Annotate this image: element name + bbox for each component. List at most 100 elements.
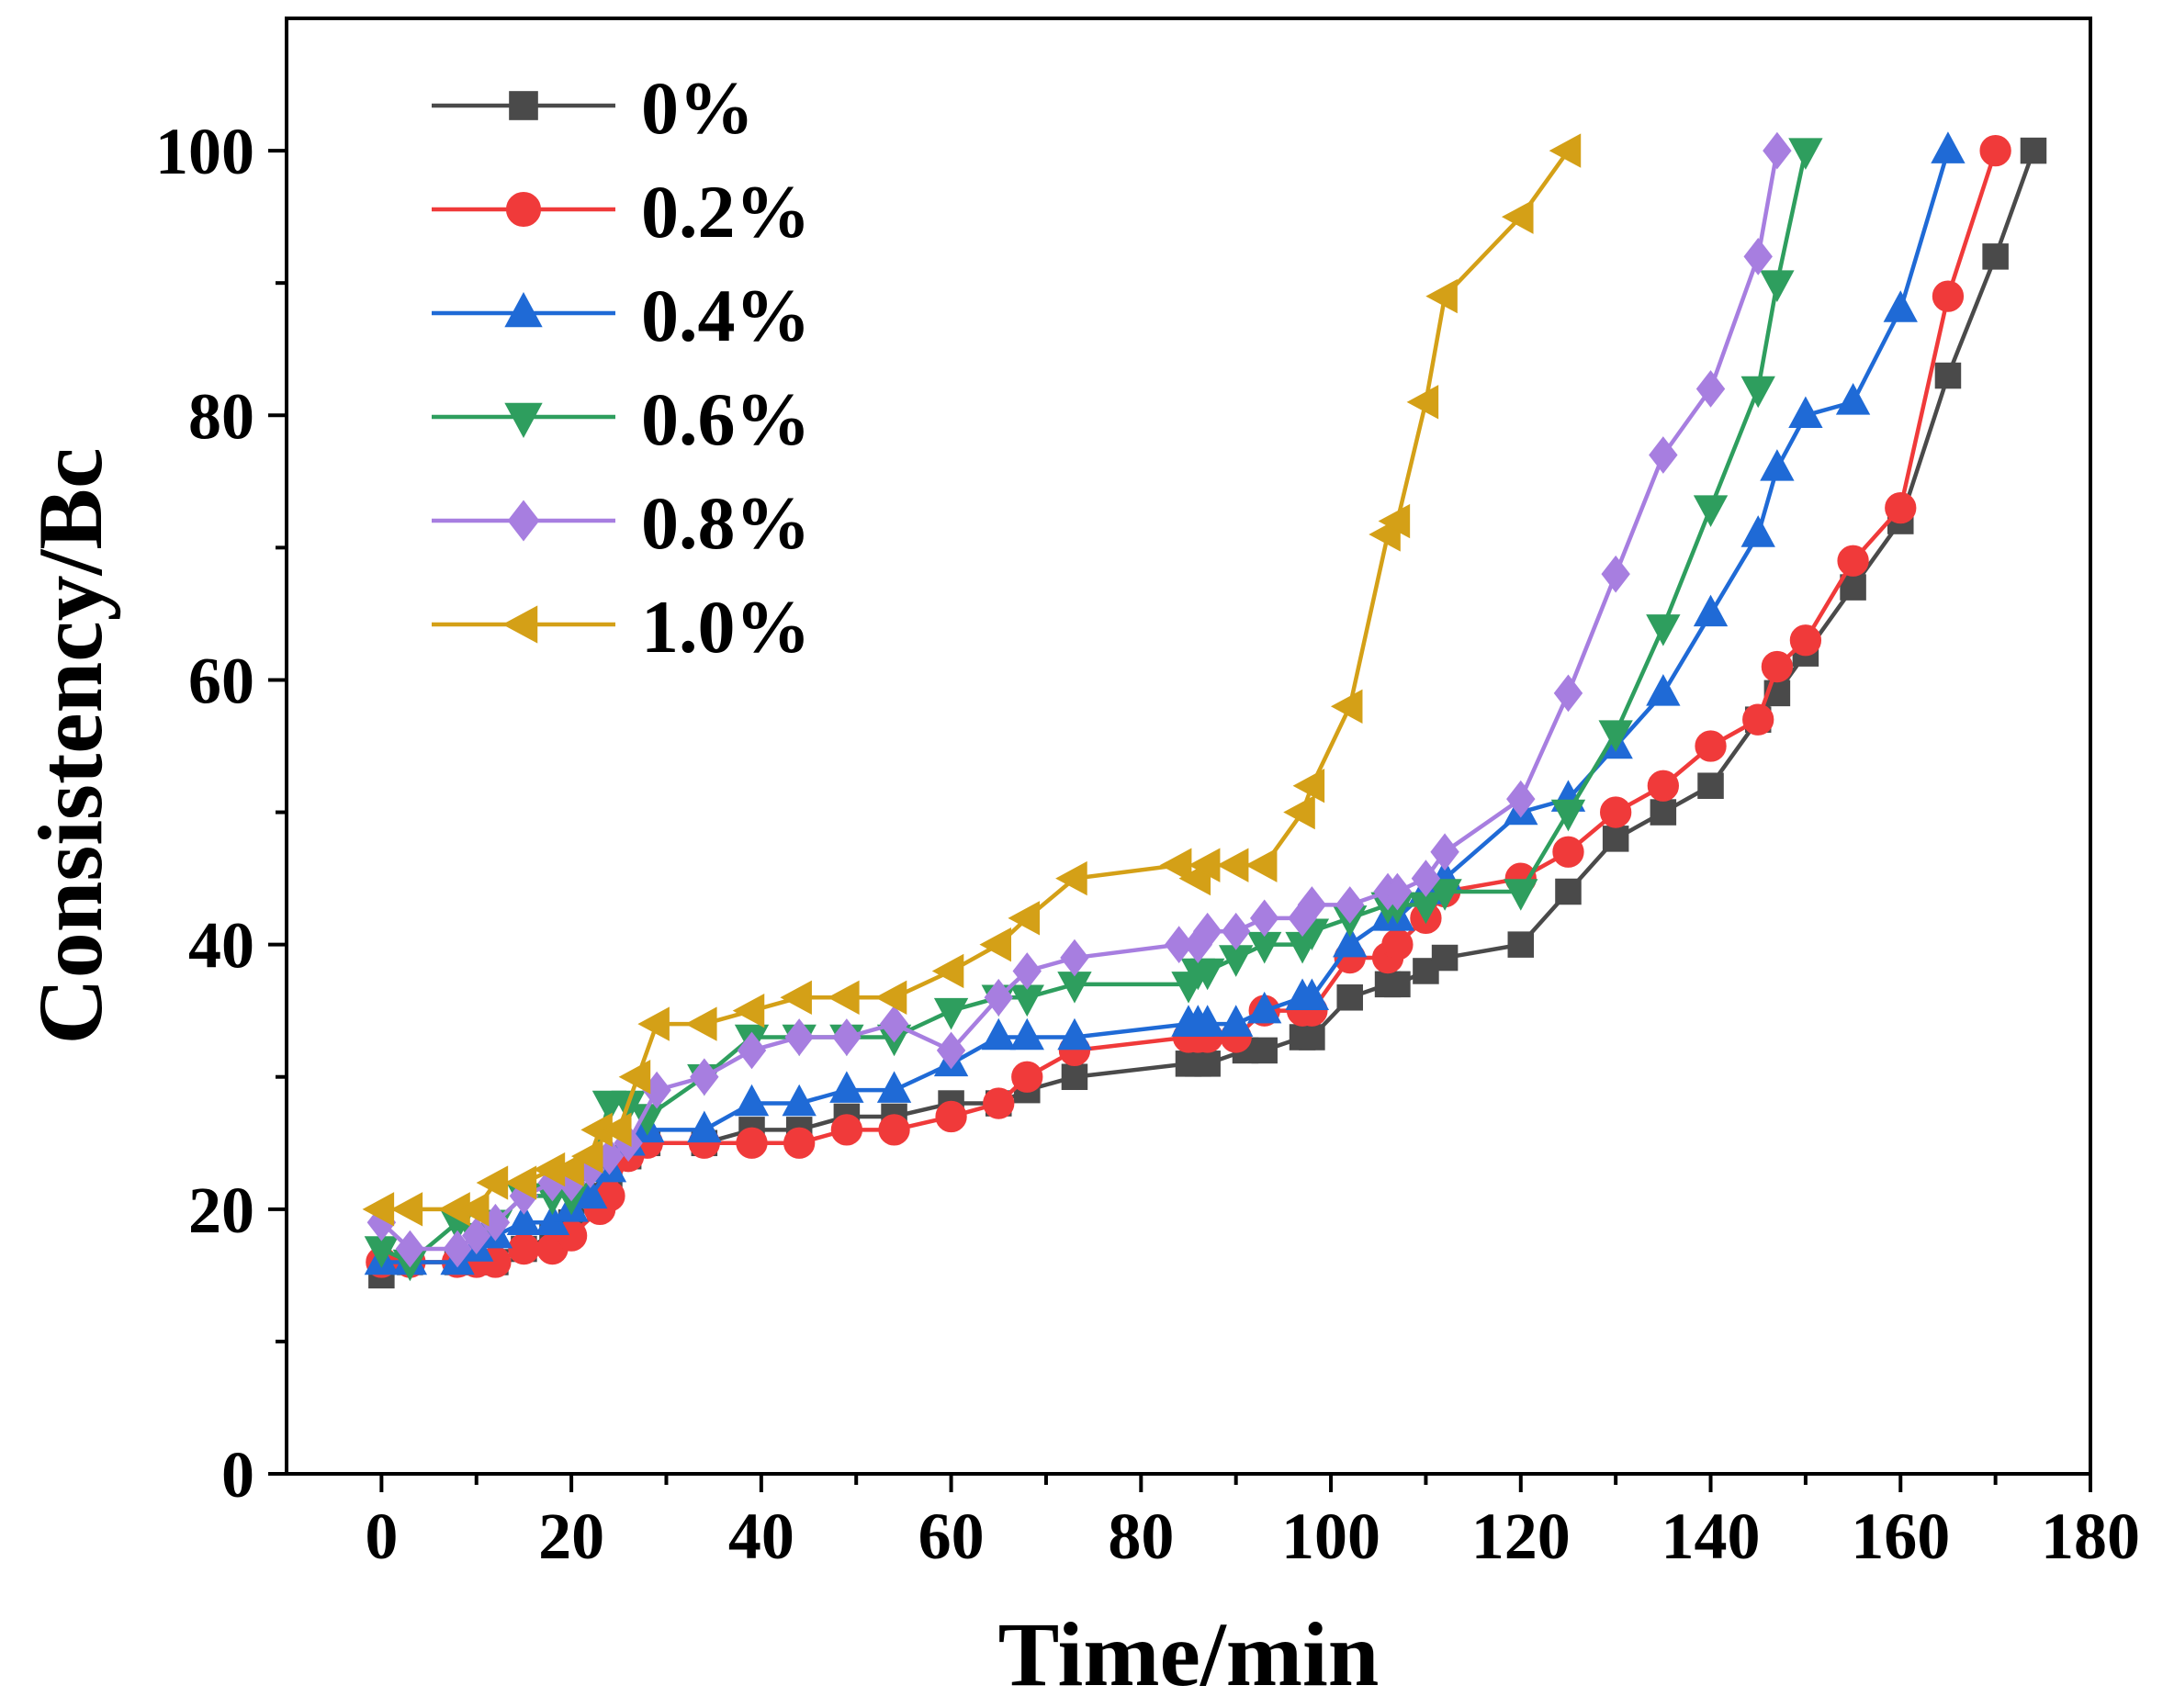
data-point — [1763, 131, 1792, 170]
data-point — [1336, 984, 1363, 1011]
legend-label: 0.4% — [641, 274, 811, 357]
series-layer — [362, 131, 2047, 1289]
data-point — [395, 1230, 425, 1268]
data-point — [1164, 926, 1194, 963]
data-point — [1009, 984, 1044, 1017]
data-point — [935, 1100, 967, 1133]
x-tick-label: 0 — [365, 1500, 398, 1573]
data-point — [1789, 624, 1822, 657]
data-point — [1646, 674, 1681, 706]
data-point — [1384, 971, 1411, 998]
legend-item: 0.6% — [432, 377, 811, 461]
data-point — [736, 1127, 768, 1159]
data-point — [1381, 928, 1414, 961]
data-point — [1335, 886, 1365, 924]
data-point — [1292, 769, 1325, 803]
data-point — [1247, 931, 1282, 964]
data-point — [1740, 515, 1775, 547]
data-point — [1413, 958, 1439, 984]
data-point — [1697, 772, 1724, 799]
data-point — [830, 1114, 863, 1146]
data-point — [1378, 503, 1411, 539]
legend-marker — [505, 191, 542, 228]
x-tick-label: 160 — [1851, 1500, 1950, 1573]
data-point — [552, 1152, 584, 1187]
data-point — [637, 1006, 670, 1041]
legend-label: 1.0% — [641, 585, 811, 669]
data-point — [983, 1087, 1015, 1119]
data-point — [570, 1139, 603, 1174]
data-point — [1297, 886, 1327, 924]
data-point — [2020, 137, 2047, 164]
data-point — [1425, 278, 1458, 314]
data-point — [1979, 134, 2011, 167]
data-point — [1649, 436, 1678, 474]
data-point — [508, 1232, 540, 1265]
data-point — [1695, 730, 1727, 762]
data-point — [1431, 944, 1459, 972]
legend-item: 1.0% — [432, 585, 811, 669]
data-point — [390, 1192, 423, 1227]
data-point — [1221, 912, 1251, 950]
data-point — [1219, 945, 1254, 977]
x-tick-label: 140 — [1661, 1500, 1761, 1573]
data-point — [878, 1114, 910, 1146]
data-point — [783, 1127, 816, 1159]
data-point — [931, 953, 964, 989]
data-point — [1216, 848, 1249, 882]
data-point — [1057, 1017, 1092, 1051]
data-point — [936, 1031, 966, 1070]
data-point — [933, 997, 969, 1030]
data-point — [876, 1071, 912, 1103]
x-tick-label: 180 — [2041, 1500, 2140, 1573]
data-point — [1601, 555, 1630, 593]
data-point — [1788, 138, 1823, 170]
data-point — [1837, 545, 1869, 577]
data-point — [1934, 362, 1962, 389]
data-point — [829, 1071, 864, 1103]
series-0-4- — [364, 131, 1966, 1275]
data-point — [1055, 860, 1087, 896]
data-point — [1189, 1005, 1225, 1037]
data-point — [874, 980, 907, 1015]
data-point — [1883, 290, 1918, 322]
y-tick-label: 40 — [188, 909, 254, 983]
data-point — [1646, 614, 1681, 646]
data-point — [1009, 1017, 1044, 1051]
data-point — [1247, 991, 1282, 1024]
data-point — [737, 1031, 767, 1070]
data-point — [1219, 1005, 1254, 1037]
y-tick-label: 60 — [188, 644, 254, 717]
x-axis-title: Time/min — [998, 1603, 1380, 1705]
data-point — [1012, 952, 1042, 990]
x-tick-label: 100 — [1281, 1500, 1380, 1573]
data-point — [1693, 495, 1729, 527]
x-tick-label: 80 — [1108, 1500, 1174, 1573]
data-point — [1330, 689, 1363, 724]
data-point — [506, 1203, 542, 1235]
legend: 0% 0.2% 0.4% 0.6% 0.8% 1.0% — [432, 66, 811, 669]
legend-item: 0.2% — [432, 170, 811, 253]
data-point — [1549, 133, 1582, 168]
data-point — [1249, 899, 1279, 938]
data-point — [1283, 794, 1315, 830]
data-point — [1060, 938, 1089, 977]
legend-marker — [509, 91, 538, 120]
data-point — [1427, 879, 1462, 911]
data-point — [1788, 396, 1823, 429]
data-point — [1835, 383, 1871, 415]
data-point — [832, 1018, 862, 1056]
data-point — [618, 1060, 651, 1095]
data-point — [1550, 799, 1586, 832]
data-point — [979, 927, 1012, 962]
y-axis-title: Consistency/Bc — [19, 448, 121, 1045]
data-point — [1693, 594, 1729, 627]
series-0-6- — [364, 138, 1823, 1282]
data-point — [1982, 243, 2009, 270]
data-point — [456, 1192, 490, 1227]
data-point — [476, 1165, 509, 1200]
data-point — [732, 994, 765, 1028]
legend-label: 0.2% — [641, 170, 811, 253]
axes-layer: 0 20 40 60 80 100 120 140 160 180 0 20 40 60 80 100 — [155, 17, 2140, 1573]
series-0- — [368, 137, 2047, 1289]
